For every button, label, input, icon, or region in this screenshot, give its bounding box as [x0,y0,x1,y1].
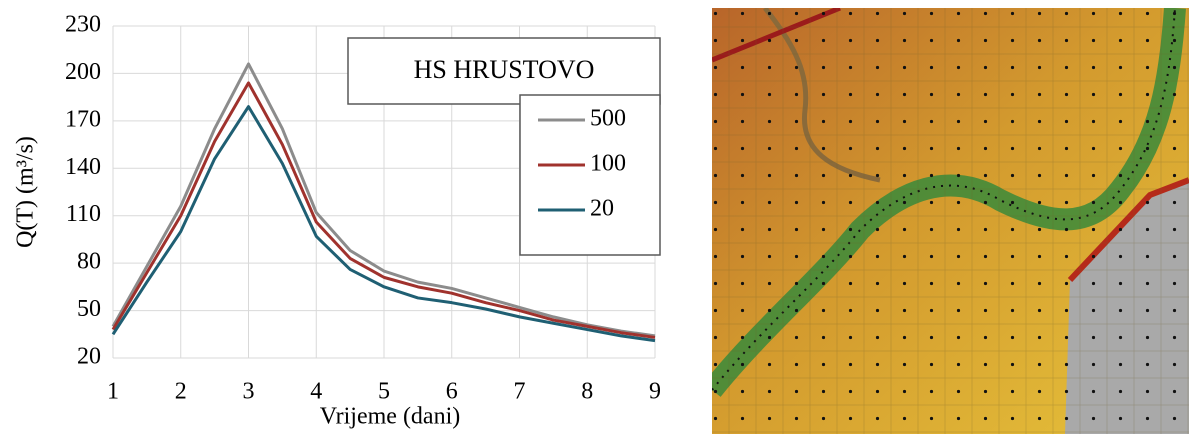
x-tick-label: 9 [649,379,661,405]
x-tick-label: 6 [446,379,458,405]
x-tick-label: 4 [310,379,322,405]
legend-label: 100 [590,151,626,177]
legend-label: 500 [590,106,626,132]
y-tick-label: 230 [65,12,101,38]
x-tick-label: 5 [378,379,390,405]
y-tick-label: 50 [77,296,101,322]
map-image [712,8,1189,434]
legend-label: 20 [590,196,614,222]
x-tick-label: 7 [514,379,526,405]
y-tick-label: 140 [65,154,101,180]
y-tick-label: 200 [65,59,101,85]
y-tick-label: 110 [66,201,101,227]
x-tick-label: 8 [581,379,593,405]
chart-title: HS HRUSTOVO [414,55,595,84]
x-tick-label: 2 [175,379,187,405]
y-tick-label: 80 [77,249,101,275]
x-tick-label: 1 [107,379,119,405]
y-tick-label: 20 [77,344,101,370]
figure: 20 50 80 110 140 170 200 230 1 2 3 4 5 6 7 8 9 HS HRUSTO… [0,0,1189,434]
y-axis-label: Q(T) (m³/s) [13,136,39,248]
x-axis-label: Vrijeme (dani) [320,404,461,430]
y-tick-label: 170 [65,106,101,132]
page: {"chart_data": {"type": "line", "title":… [0,0,1189,439]
x-tick-label: 3 [243,379,255,405]
